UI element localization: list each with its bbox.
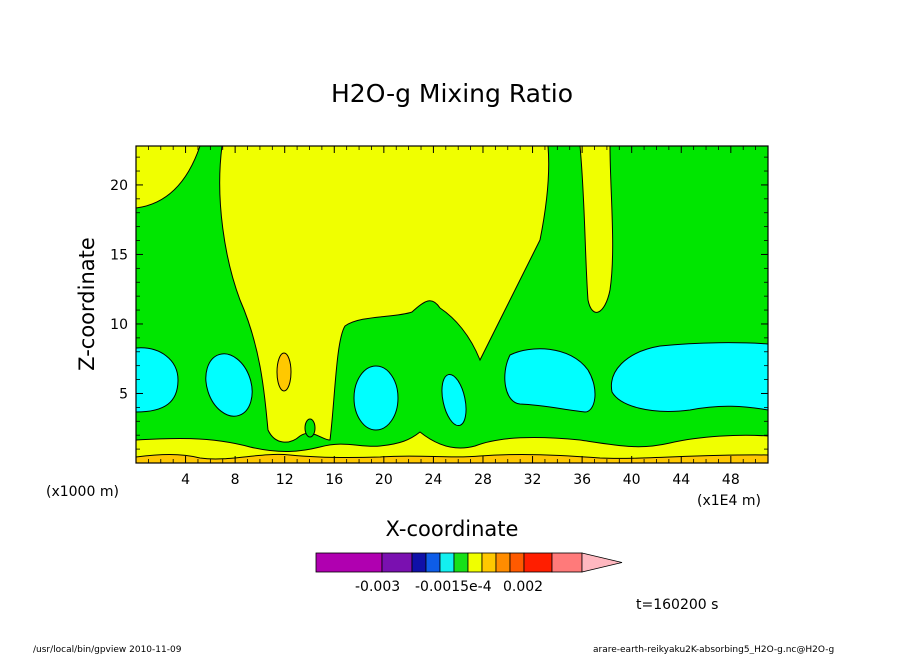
chart-title: H2O-g Mixing Ratio	[331, 79, 573, 108]
x-tick-label: 4	[181, 472, 190, 488]
cyan-patch-1	[136, 347, 179, 413]
colorbar-swatch	[439, 552, 455, 573]
y-tick-label: 20	[110, 178, 128, 194]
x-axis: 4 8 12 16 20 24 28 32 36 40 44 48	[147, 146, 757, 488]
colorbar-label-3: 0.002	[503, 579, 543, 595]
cyan-patch-4	[441, 373, 467, 427]
colorbar-label-1: -0.003	[355, 579, 400, 595]
colorbar-swatch	[411, 552, 427, 573]
colorbar-swatch	[523, 552, 553, 573]
x-unit-left: (x1000 m)	[46, 484, 119, 500]
cyan-patch-3	[353, 365, 399, 431]
x-axis-label: X-coordinate	[386, 517, 519, 541]
colorbar-swatch	[425, 552, 441, 573]
colorbar-swatch	[381, 552, 413, 573]
cyan-patch-6	[610, 342, 768, 412]
cyan-patch-5	[504, 348, 596, 413]
orange-strip	[136, 453, 768, 463]
y-tick-label: 5	[119, 386, 128, 402]
x-tick-label: 44	[672, 472, 690, 488]
orange-patch-1	[276, 352, 292, 392]
x-tick-label: 40	[623, 472, 641, 488]
time-label: t=160200 s	[636, 597, 718, 613]
x-tick-label: 16	[325, 472, 343, 488]
colorbar-label-2: -0.0015e-4	[415, 579, 492, 595]
plot-frame	[135, 145, 769, 464]
x-tick-label: 48	[722, 472, 740, 488]
colorbar-swatch	[509, 552, 525, 573]
colorbar-swatch	[551, 552, 583, 573]
plot-area	[136, 146, 768, 463]
x-tick-label: 36	[573, 472, 591, 488]
colorbar-swatch	[453, 552, 469, 573]
colorbar	[315, 552, 623, 573]
green-region	[136, 146, 768, 463]
cyan-patch-2	[205, 353, 253, 417]
green-patch-small	[304, 418, 316, 438]
x-tick-label: 32	[524, 472, 542, 488]
footer-right: arare-earth-reikyaku2K-absorbing5_H2O-g.…	[593, 645, 834, 654]
x-tick-label: 24	[424, 472, 442, 488]
y-tick-label: 10	[110, 317, 128, 333]
colorbar-arrow	[581, 552, 623, 573]
colorbar-swatch	[495, 552, 511, 573]
x-tick-label: 20	[375, 472, 393, 488]
y-tick-label: 15	[110, 247, 128, 263]
colorbar-swatch	[481, 552, 497, 573]
y-axis-label: Z-coordinate	[75, 237, 99, 371]
x-tick-label: 12	[276, 472, 294, 488]
colorbar-swatch	[315, 552, 383, 573]
x-tick-label: 28	[474, 472, 492, 488]
x-tick-label: 8	[231, 472, 240, 488]
footer-left: /usr/local/bin/gpview 2010-11-09	[33, 645, 182, 654]
colorbar-swatch	[467, 552, 483, 573]
x-unit-right: (x1E4 m)	[697, 493, 761, 509]
y-axis: 5 10 15 20	[110, 156, 768, 450]
